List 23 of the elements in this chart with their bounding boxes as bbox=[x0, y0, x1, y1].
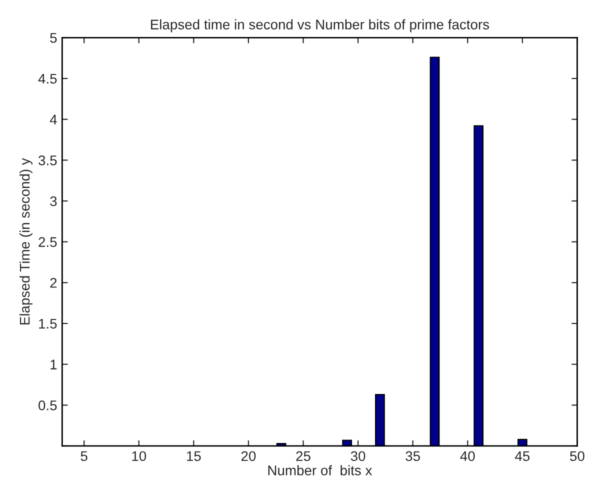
y-tick-label: 0.5 bbox=[38, 400, 57, 410]
x-tick-label: 50 bbox=[570, 451, 584, 462]
y-tick-label: 3.5 bbox=[38, 155, 57, 166]
y-axis-title: Elapsed Time (in second) y bbox=[19, 158, 32, 324]
y-tick-label: 1.5 bbox=[39, 318, 57, 329]
y-tick-label: 4 bbox=[50, 114, 57, 124]
x-tick-label: 10 bbox=[132, 451, 146, 462]
y-tick-label: 5 bbox=[50, 33, 57, 43]
x-tick-label: 15 bbox=[186, 451, 201, 462]
x-tick-label: 25 bbox=[296, 451, 310, 462]
x-tick-label: 5 bbox=[80, 451, 88, 462]
x-tick-label: 30 bbox=[350, 451, 366, 462]
x-tick-label: 20 bbox=[241, 451, 256, 462]
x-tick-label: 45 bbox=[515, 451, 530, 462]
y-tick-label: 3 bbox=[50, 196, 57, 206]
x-tick-label: 40 bbox=[460, 451, 475, 462]
x-tick-label: 35 bbox=[406, 451, 420, 462]
chart-title: Elapsed time in second vs Number bits of prime factors bbox=[151, 19, 490, 32]
y-tick-label: 1 bbox=[50, 360, 57, 370]
y-tick-label: 4.5 bbox=[38, 74, 57, 84]
y-tick-label: 2 bbox=[50, 278, 57, 288]
y-tick-label: 2.5 bbox=[38, 237, 57, 247]
x-axis-title: Number of bits x bbox=[268, 465, 372, 476]
